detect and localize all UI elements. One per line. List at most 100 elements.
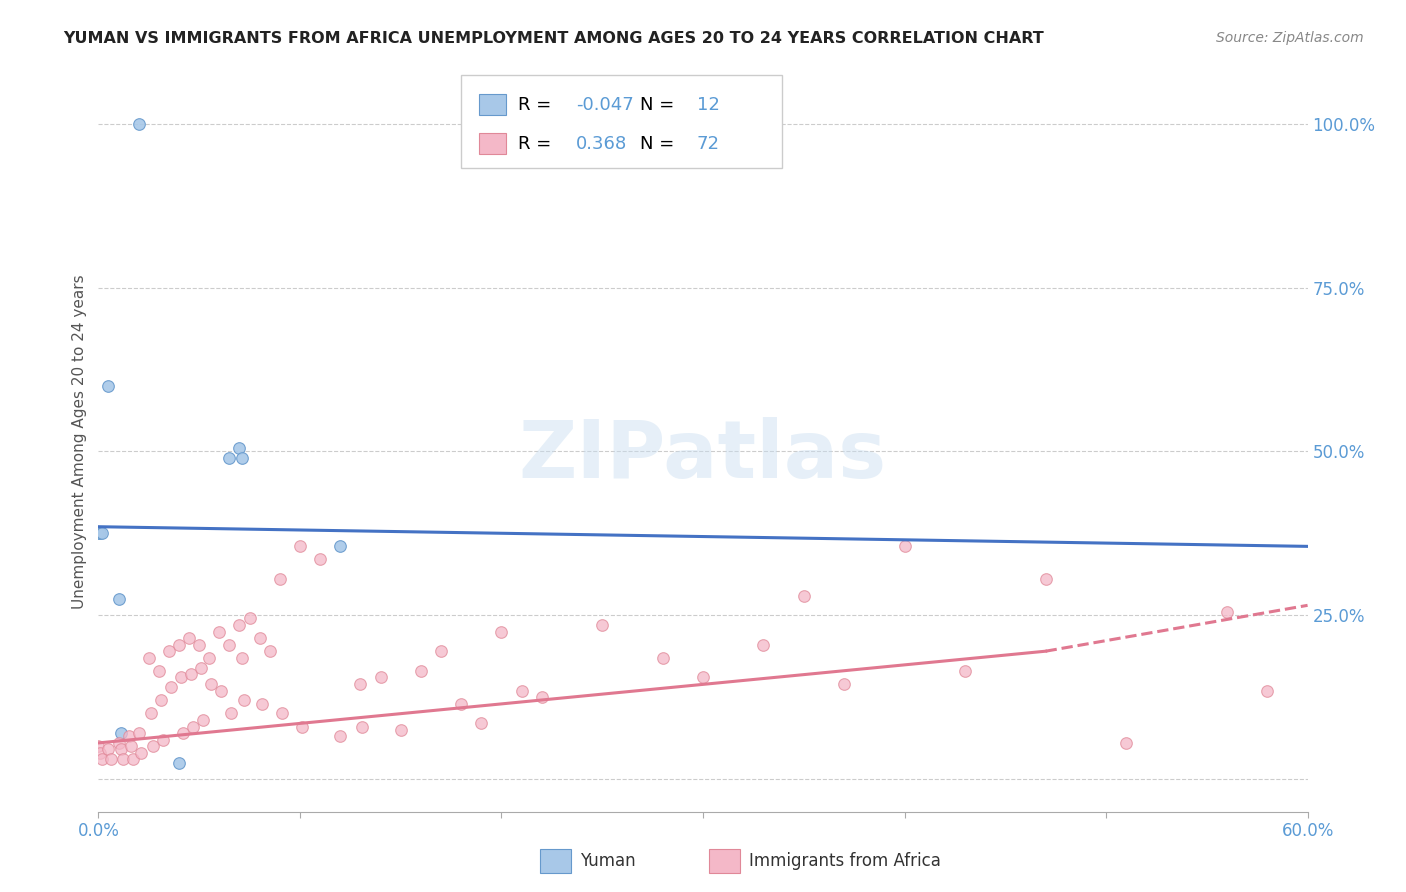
Point — [370, 670, 392, 684]
Point — [149, 693, 172, 707]
Point — [110, 742, 132, 756]
FancyBboxPatch shape — [461, 75, 782, 168]
Point — [167, 638, 190, 652]
FancyBboxPatch shape — [479, 95, 506, 115]
Point — [491, 624, 513, 639]
Point — [157, 644, 180, 658]
Point — [259, 644, 281, 658]
Point — [138, 650, 160, 665]
Point — [180, 667, 202, 681]
Point — [249, 631, 271, 645]
Text: 12: 12 — [697, 95, 720, 113]
Point — [250, 697, 273, 711]
Point — [470, 716, 492, 731]
Point — [953, 664, 976, 678]
Point — [97, 742, 120, 756]
FancyBboxPatch shape — [540, 849, 571, 873]
Text: N =: N = — [640, 95, 675, 113]
Point — [692, 670, 714, 684]
Point — [167, 756, 190, 770]
Point — [181, 720, 204, 734]
Point — [329, 730, 352, 744]
Point — [651, 650, 673, 665]
Point — [120, 739, 142, 754]
Point — [89, 526, 111, 541]
Point — [91, 526, 114, 541]
Point — [172, 726, 194, 740]
Point — [188, 638, 211, 652]
Point — [179, 631, 201, 645]
Text: 0.368: 0.368 — [576, 135, 627, 153]
Point — [218, 450, 240, 465]
Point — [200, 677, 222, 691]
Point — [269, 572, 291, 586]
Point — [170, 670, 193, 684]
Point — [107, 736, 129, 750]
Text: Yuman: Yuman — [579, 853, 636, 871]
Text: YUMAN VS IMMIGRANTS FROM AFRICA UNEMPLOYMENT AMONG AGES 20 TO 24 YEARS CORRELATI: YUMAN VS IMMIGRANTS FROM AFRICA UNEMPLOY… — [63, 31, 1045, 46]
Point — [430, 644, 453, 658]
Point — [389, 723, 412, 737]
Point — [409, 664, 432, 678]
Point — [121, 752, 143, 766]
Point — [231, 450, 253, 465]
Point — [510, 683, 533, 698]
FancyBboxPatch shape — [709, 849, 741, 873]
Point — [107, 591, 129, 606]
Point — [97, 379, 120, 393]
Point — [349, 677, 371, 691]
Point — [288, 540, 311, 554]
Point — [128, 726, 150, 740]
FancyBboxPatch shape — [479, 133, 506, 154]
Point — [228, 441, 250, 455]
Point — [190, 660, 212, 674]
Point — [218, 638, 240, 652]
Point — [208, 624, 231, 639]
Point — [128, 117, 150, 131]
Point — [270, 706, 292, 721]
Point — [239, 611, 262, 625]
Point — [160, 680, 183, 694]
Point — [329, 540, 352, 554]
Text: ZIPatlas: ZIPatlas — [519, 417, 887, 495]
Point — [893, 540, 915, 554]
Text: 72: 72 — [697, 135, 720, 153]
Point — [309, 552, 332, 566]
Point — [139, 706, 162, 721]
Point — [1115, 736, 1137, 750]
Point — [1216, 605, 1239, 619]
Point — [291, 720, 314, 734]
Text: -0.047: -0.047 — [576, 95, 634, 113]
Text: Source: ZipAtlas.com: Source: ZipAtlas.com — [1216, 31, 1364, 45]
Point — [530, 690, 553, 704]
Point — [111, 752, 134, 766]
Text: N =: N = — [640, 135, 675, 153]
Point — [142, 739, 165, 754]
Point — [100, 752, 122, 766]
Point — [591, 618, 613, 632]
Point — [91, 752, 114, 766]
Point — [87, 526, 110, 541]
Point — [450, 697, 472, 711]
Point — [193, 713, 215, 727]
Point — [221, 706, 243, 721]
Text: R =: R = — [517, 135, 551, 153]
Point — [87, 739, 110, 754]
Point — [752, 638, 775, 652]
Text: R =: R = — [517, 95, 551, 113]
Point — [148, 664, 170, 678]
Point — [198, 650, 221, 665]
Point — [352, 720, 374, 734]
Point — [793, 589, 815, 603]
Y-axis label: Unemployment Among Ages 20 to 24 years: Unemployment Among Ages 20 to 24 years — [72, 274, 87, 609]
Point — [231, 650, 253, 665]
Point — [152, 732, 174, 747]
Point — [1256, 683, 1278, 698]
Point — [110, 726, 132, 740]
Point — [832, 677, 855, 691]
Point — [232, 693, 254, 707]
Point — [228, 618, 250, 632]
Text: Immigrants from Africa: Immigrants from Africa — [749, 853, 941, 871]
Point — [118, 730, 141, 744]
Point — [209, 683, 232, 698]
